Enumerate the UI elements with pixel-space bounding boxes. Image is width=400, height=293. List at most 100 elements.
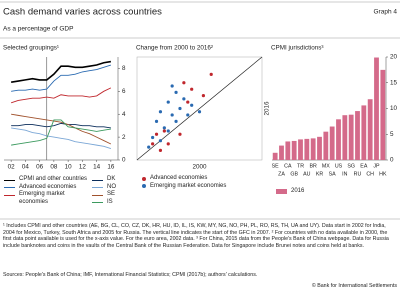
x-tick-label: RU xyxy=(354,171,362,177)
bar xyxy=(310,138,316,160)
panel-title: CPMI jurisdictions³ xyxy=(271,45,323,52)
x-tick-label: JP xyxy=(373,163,380,169)
series-line xyxy=(11,122,111,129)
bar xyxy=(329,126,335,160)
legend-label: NO xyxy=(107,183,116,190)
scatter-point xyxy=(151,135,155,140)
scatter-point xyxy=(182,81,186,85)
scatter-point xyxy=(174,119,178,123)
legend-label: Emerging market economies xyxy=(150,182,227,189)
scatter-point xyxy=(201,94,206,98)
scatter-point xyxy=(178,106,182,111)
x-tick-label: KR xyxy=(316,171,324,177)
graph-label: Graph 4 xyxy=(374,9,398,16)
legend-label: 2016 xyxy=(291,188,305,194)
scatter-point xyxy=(166,142,170,146)
y-tick-label: 6 xyxy=(122,88,126,95)
legend-entry: Advanced economies xyxy=(4,184,89,192)
scatter-point xyxy=(186,113,190,117)
series-line xyxy=(11,113,112,145)
legend-entry: Emerging market economies xyxy=(4,191,89,206)
x-axis-label: 2000 xyxy=(192,164,207,171)
legend: CPMI and other countries Advanced economi… xyxy=(4,176,89,206)
x-tick-label: BR xyxy=(309,163,317,169)
x-tick-label: 08 xyxy=(50,164,58,171)
bar xyxy=(323,131,329,160)
legend-entry: Emerging market economies xyxy=(142,183,262,191)
legend-entry: Advanced economies xyxy=(142,175,262,183)
bar xyxy=(342,115,348,160)
x-tick-label: 16 xyxy=(107,164,115,171)
y-tick-label: 8 xyxy=(122,65,126,72)
scatter-point xyxy=(151,142,155,146)
series-line xyxy=(11,64,112,92)
bar xyxy=(361,105,367,160)
legend-swatch xyxy=(276,189,287,195)
x-tick-label: SA xyxy=(329,171,337,177)
panel-title: Selected groupings¹ xyxy=(3,45,59,52)
legend-label: CPMI and other countries xyxy=(19,176,88,182)
y-tick-label: 4 xyxy=(122,111,126,118)
x-tick-label: 04 xyxy=(22,164,30,171)
subtitle: As a percentage of GDP xyxy=(3,26,73,33)
y-tick-label: 20 xyxy=(390,54,398,61)
bar xyxy=(355,111,360,160)
diagonal xyxy=(136,56,263,161)
bar xyxy=(298,139,303,160)
y-tick-label: 0 xyxy=(390,157,394,164)
legend-label: Emerging market economies xyxy=(19,191,65,205)
bar xyxy=(374,57,379,160)
legend-entry: 2016 xyxy=(276,188,336,196)
x-tick-label: CH xyxy=(366,171,374,177)
x-tick-label: 12 xyxy=(79,164,87,171)
x-tick-label: CA xyxy=(284,163,292,169)
scatter-point xyxy=(166,129,170,133)
legend-entry: CPMI and other countries xyxy=(4,176,89,184)
legend-label: Advanced economies xyxy=(19,183,77,190)
x-tick-label: EA xyxy=(360,163,368,169)
scatter-point xyxy=(170,113,174,117)
bar xyxy=(304,138,310,160)
scatter-point xyxy=(174,90,178,95)
bar xyxy=(367,99,373,160)
legend-swatch xyxy=(92,194,103,196)
legend-swatch xyxy=(92,202,103,204)
legend: Advanced economies Emerging market econom… xyxy=(142,175,262,190)
legend-swatch xyxy=(4,194,15,196)
legend-swatch xyxy=(4,179,15,181)
legend: 2016 xyxy=(276,188,336,196)
y-tick-label: 5 xyxy=(390,131,394,138)
bar xyxy=(291,140,297,160)
x-tick-label: TR xyxy=(297,163,304,169)
scatter-point xyxy=(162,129,166,133)
bar xyxy=(272,152,278,160)
y-tick-label: 10 xyxy=(390,105,398,112)
scatter-point xyxy=(162,126,166,130)
legend-swatch xyxy=(92,187,103,189)
series-line xyxy=(11,127,112,149)
x-tick-label: MX xyxy=(322,163,330,169)
series-line xyxy=(11,60,112,83)
y-tick-label: 0 xyxy=(122,157,126,164)
x-tick-label: ZA xyxy=(278,171,285,177)
x-tick-label: 06 xyxy=(36,164,44,171)
scatter-point xyxy=(186,100,190,104)
scatter-point xyxy=(209,72,213,76)
scatter-point xyxy=(170,84,174,88)
scatter-point xyxy=(178,132,182,136)
bar xyxy=(348,114,354,160)
scatter-point xyxy=(166,100,170,104)
page-title: Cash demand varies across countries xyxy=(3,7,162,18)
panel-title: Change from 2000 to 2016² xyxy=(136,45,213,52)
scatter-point xyxy=(147,145,151,149)
x-tick-label: IN xyxy=(342,171,347,177)
x-tick-label: 14 xyxy=(93,164,101,171)
x-tick-label: 02 xyxy=(8,164,16,171)
legend-entry: DK xyxy=(92,176,132,184)
y-axis-label: 2016 xyxy=(264,101,271,116)
legend-entry: IS xyxy=(92,199,132,207)
scatter-point xyxy=(190,103,194,107)
footnotes: ¹ Includes CPMI and other countries (AE,… xyxy=(3,223,389,249)
